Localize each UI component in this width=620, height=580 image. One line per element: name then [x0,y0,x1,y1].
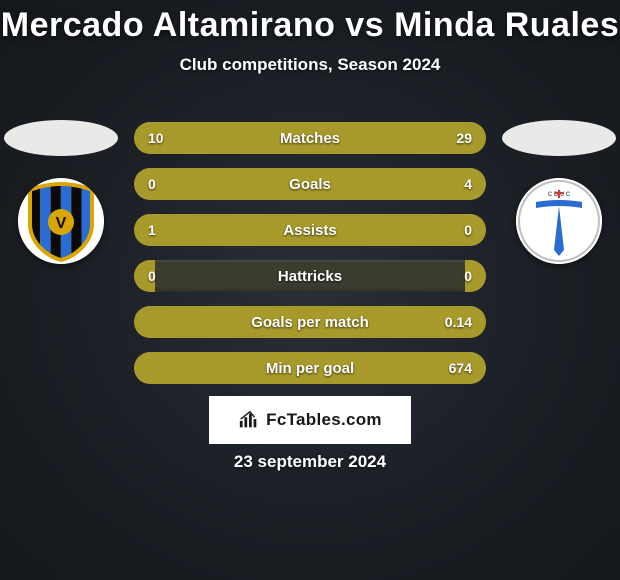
player-photo-left-placeholder [4,120,118,156]
stat-bars: 1029Matches04Goals10Assists00Hattricks0.… [134,122,486,384]
player-photo-right-placeholder [502,120,616,156]
stat-bar: 0 0Hattricks [134,260,486,292]
stat-bar: 674Min per goal [134,352,486,384]
stat-value-right: 29 [442,122,486,154]
stat-bar: 0.14Goals per match [134,306,486,338]
stat-value-left: 10 [134,122,178,154]
stat-value-right: 0.14 [431,306,486,338]
svg-text:V: V [56,215,67,232]
subtitle: Club competitions, Season 2024 [180,55,441,75]
date-text: 23 september 2024 [0,452,620,472]
stat-value-left: 0 [134,260,170,292]
stat-value-right: 0 [450,260,486,292]
stat-bar: 04Goals [134,168,486,200]
club-crest-right: C D U C [516,178,602,264]
stat-label: Hattricks [134,260,486,292]
page-title: Mercado Altamirano vs Minda Ruales [1,6,619,45]
stat-bar: 10Assists [134,214,486,246]
club-crest-left: V [18,178,104,264]
stat-value-right: 0 [450,214,486,246]
bar-chart-icon [238,409,260,431]
stat-value-left: 0 [134,168,170,200]
watermark: FcTables.com [209,396,411,444]
stat-value-right: 674 [435,352,486,384]
svg-text:C D U C: C D U C [548,192,571,198]
stat-bar-left-fill [134,214,465,246]
comparison-card: Mercado Altamirano vs Minda Ruales Club … [0,0,620,580]
stat-value-right: 4 [450,168,486,200]
stat-bar-right-fill [155,168,486,200]
stat-value-left: 1 [134,214,170,246]
stat-value-left [134,306,162,338]
stat-value-left [134,352,162,384]
stat-bar: 1029Matches [134,122,486,154]
watermark-text: FcTables.com [266,410,382,430]
